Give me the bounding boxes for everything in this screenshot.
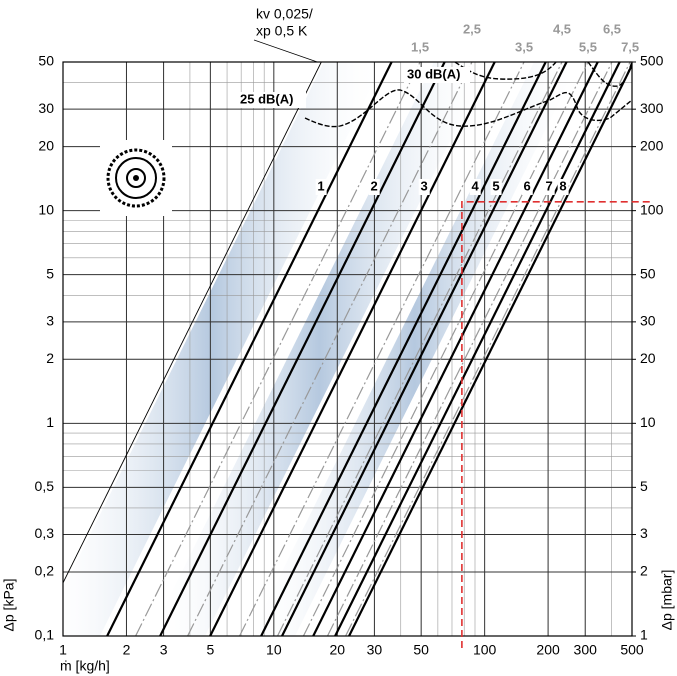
series-label: 2,5	[463, 21, 481, 36]
series-line	[187, 62, 473, 636]
y-tick-label: 50	[38, 53, 54, 69]
label-bg	[404, 67, 470, 83]
x-tick-label: 10	[266, 642, 282, 658]
x-tick-label: 500	[620, 642, 644, 658]
y-tick-label: 0,5	[35, 478, 55, 494]
y2-tick-label: 100	[640, 201, 664, 217]
series-label: 6,5	[603, 21, 621, 36]
y2-tick-label: 20	[640, 350, 656, 366]
plot-frame	[62, 61, 633, 637]
x-axis-label: ṁ [kg/h]	[60, 658, 110, 674]
x-tick-label: 50	[413, 642, 429, 658]
y2-tick-label: 2	[640, 563, 648, 579]
series-label: 3	[420, 178, 427, 193]
x-tick-label: 3	[160, 642, 168, 658]
series-label: 5,5	[579, 39, 597, 54]
band	[150, 62, 489, 636]
y-tick-label: 30	[38, 100, 54, 116]
y-tick-label: 1	[46, 414, 54, 430]
icon-dot	[133, 175, 139, 181]
series-label: 1	[317, 178, 324, 193]
db-curve	[304, 89, 632, 128]
y2-tick-label: 200	[640, 137, 664, 153]
x-tick-label: 30	[367, 642, 383, 658]
x-tick-label: 20	[329, 642, 345, 658]
icon-ring	[106, 148, 166, 208]
reference-line	[461, 201, 650, 648]
y-tick-label: 20	[38, 137, 54, 153]
series-label: 7,5	[621, 39, 639, 54]
label-bg	[236, 92, 306, 108]
series-label: 4	[471, 178, 479, 193]
y2-tick-label: 5	[640, 478, 648, 494]
label-bg	[490, 179, 502, 195]
y2-tick-label: 10	[640, 414, 656, 430]
series-line	[106, 62, 393, 636]
series-label: 1,5	[411, 39, 429, 54]
series-line	[334, 62, 621, 636]
x-tick-label: 200	[536, 642, 560, 658]
y2-axis-label: Δp [mbar]	[659, 570, 675, 631]
valve-icon	[100, 140, 172, 216]
series-line	[302, 62, 589, 636]
y2-tick-label: 300	[640, 100, 664, 116]
series-label: 2	[370, 178, 377, 193]
x-tick-label: 1	[59, 642, 67, 658]
annotation: 25 dB(A)	[240, 91, 293, 106]
y2-tick-label: 500	[640, 53, 664, 69]
series-line	[209, 62, 496, 636]
label-bg	[543, 179, 555, 195]
series-label: 3,5	[515, 39, 533, 54]
lines	[63, 62, 632, 636]
db-curve	[587, 62, 632, 87]
series-label: 6	[524, 178, 531, 193]
series-line	[276, 62, 563, 636]
series-label: 4,5	[553, 21, 571, 36]
series-line	[348, 62, 632, 636]
icon-ring	[126, 168, 146, 188]
y-tick-label: 5	[46, 265, 54, 281]
annotation: 30 dB(A)	[407, 66, 460, 81]
label-bg	[315, 179, 327, 195]
series-line	[63, 62, 322, 584]
series-label: 5	[492, 178, 499, 193]
series-line	[312, 62, 599, 636]
y-tick-label: 2	[46, 350, 54, 366]
y-axis-label: Δp [kPa]	[1, 579, 17, 632]
y-tick-label: 0,3	[35, 525, 55, 541]
x-tick-label: 100	[473, 642, 497, 658]
series-label: 7	[545, 178, 552, 193]
x-tick-label: 2	[123, 642, 131, 658]
series-line	[135, 62, 421, 636]
x-tick-label: 5	[206, 642, 214, 658]
series-line	[281, 62, 568, 636]
band	[63, 62, 384, 636]
grid	[62, 61, 633, 637]
series-line	[260, 62, 547, 636]
y2-tick-label: 1	[640, 627, 648, 643]
leader-line	[253, 39, 318, 63]
series-label: xp 0,5 K	[256, 23, 308, 39]
y-tick-label: 3	[46, 313, 54, 329]
y-tick-label: 10	[38, 201, 54, 217]
label-bg	[368, 179, 380, 195]
series-label: kv 0,025/	[256, 6, 313, 22]
y2-tick-label: 3	[640, 525, 648, 541]
y-tick-label: 0,2	[35, 563, 55, 579]
y2-tick-label: 50	[640, 265, 656, 281]
label-bg	[418, 179, 430, 195]
label-bg	[557, 179, 569, 195]
y-tick-label: 0,1	[35, 627, 55, 643]
y2-tick-label: 30	[640, 313, 656, 329]
series-line	[159, 62, 446, 636]
series-line	[326, 62, 613, 636]
label-bg	[521, 179, 533, 195]
x-tick-label: 300	[574, 642, 598, 658]
series-line	[239, 62, 525, 636]
series-label: 8	[559, 178, 566, 193]
icon-ring	[115, 157, 157, 199]
series-line	[345, 62, 631, 636]
label-bg	[469, 179, 481, 195]
